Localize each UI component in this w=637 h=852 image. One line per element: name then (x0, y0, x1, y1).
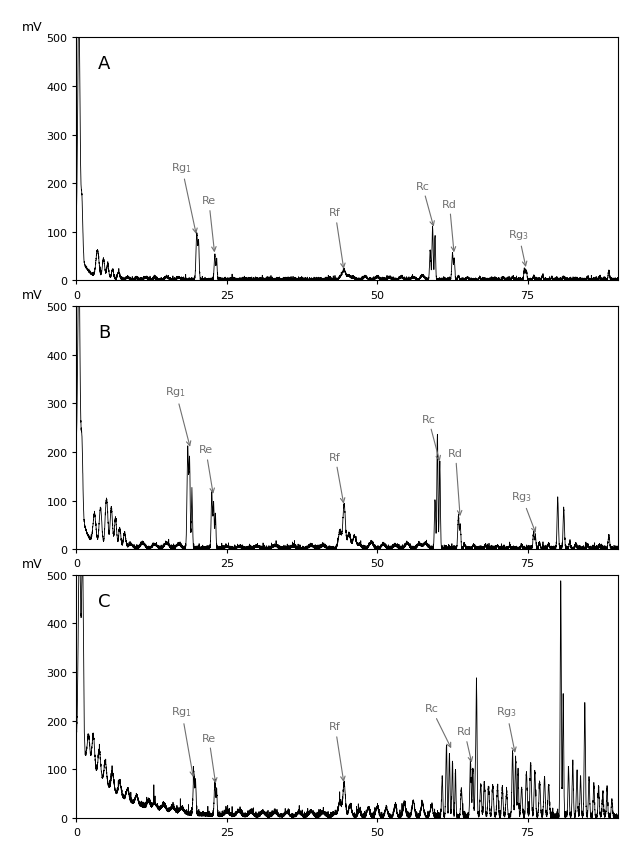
Text: Rg$_1$: Rg$_1$ (165, 385, 190, 446)
Text: B: B (98, 324, 110, 342)
Text: C: C (98, 592, 111, 610)
Text: Rf: Rf (329, 452, 345, 503)
Text: Rf: Rf (329, 722, 345, 781)
Text: Re: Re (199, 445, 215, 493)
Text: A: A (98, 55, 110, 73)
Text: -: - (341, 303, 347, 317)
Text: Rd: Rd (457, 727, 473, 762)
Text: Rg$_3$: Rg$_3$ (511, 489, 536, 532)
Text: mV: mV (22, 289, 43, 302)
Text: Rc: Rc (422, 414, 440, 461)
Text: Rd: Rd (448, 448, 463, 515)
Text: Rg$_3$: Rg$_3$ (496, 705, 517, 751)
Text: Rg$_1$: Rg$_1$ (171, 705, 194, 776)
Text: Re: Re (202, 733, 217, 782)
Text: Rc: Rc (424, 704, 450, 747)
Text: Rc: Rc (415, 181, 434, 227)
Text: mV: mV (22, 20, 43, 33)
Text: Rf: Rf (329, 208, 345, 268)
Text: mV: mV (22, 557, 43, 570)
Text: Rg$_3$: Rg$_3$ (508, 227, 529, 267)
Text: Rd: Rd (442, 199, 457, 252)
Text: Re: Re (202, 196, 216, 252)
Text: Rg$_1$: Rg$_1$ (171, 160, 197, 233)
